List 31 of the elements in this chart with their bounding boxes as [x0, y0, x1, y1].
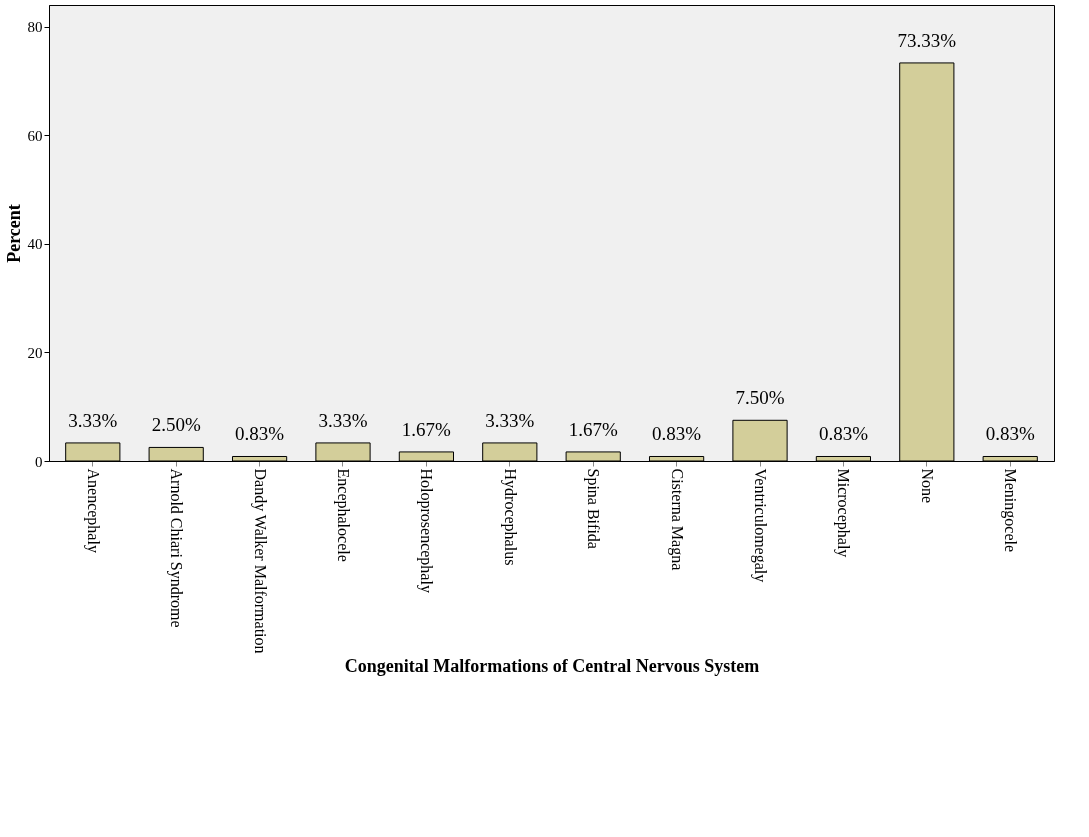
- y-tick-label: 80: [27, 19, 43, 36]
- x-tick-label: Encephalocele: [333, 468, 352, 562]
- x-tick-label: Hydrocephalus: [500, 468, 519, 566]
- x-tick-label: Cisterna Magna: [667, 468, 686, 571]
- x-tick-label: Anencephaly: [83, 468, 102, 553]
- y-tick-label: 60: [27, 127, 43, 144]
- data-label: 2.50%: [151, 414, 201, 436]
- data-label: 1.67%: [568, 418, 618, 440]
- x-tick-label: Holoprosencephaly: [417, 468, 436, 593]
- y-tick-label: 20: [27, 344, 43, 361]
- data-label: 1.67%: [401, 418, 452, 440]
- y-tick-label: 0: [35, 453, 43, 470]
- data-label: 7.50%: [735, 387, 785, 409]
- x-tick-label: Dandy Walker Malformation: [250, 468, 269, 654]
- x-tick-label: Spina Bifida: [584, 468, 603, 549]
- data-label: 0.83%: [652, 423, 702, 445]
- data-label: 73.33%: [897, 29, 957, 51]
- x-tick-label: Ventriculomegaly: [751, 468, 770, 583]
- data-label: 0.83%: [985, 423, 1035, 445]
- data-label: 0.83%: [235, 423, 285, 445]
- x-tick-label: Meningocele: [1001, 468, 1020, 553]
- y-tick-label: 40: [27, 236, 43, 253]
- x-tick-label: Arnold Chiari Syndrome: [167, 468, 186, 628]
- x-tick-label: None: [918, 468, 936, 504]
- data-label: 0.83%: [818, 423, 869, 445]
- x-axis-title: Congenital Malformations of Central Nervous System: [344, 655, 760, 676]
- data-label: 3.33%: [68, 409, 118, 431]
- y-axis-title: Percent: [3, 204, 24, 263]
- x-tick-label: Microcephaly: [834, 468, 853, 558]
- data-label: 3.33%: [318, 409, 368, 431]
- data-label: 3.33%: [485, 409, 535, 431]
